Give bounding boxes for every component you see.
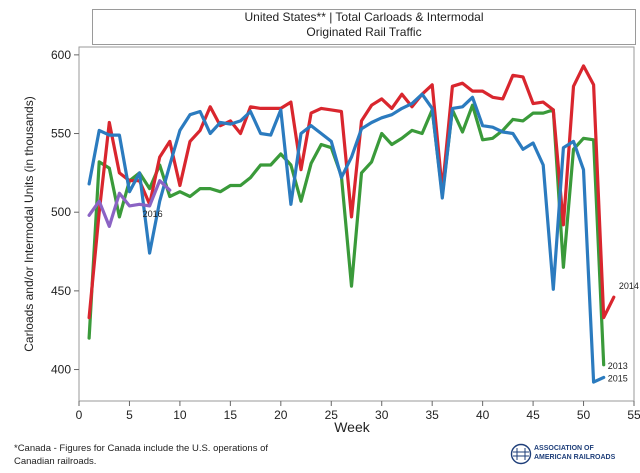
chart-subtitle: Originated Rail Traffic: [306, 25, 422, 39]
x-tick-label: 5: [126, 408, 133, 422]
x-tick-label: 55: [627, 408, 640, 422]
chart-title-box: United States** | Total Carloads & Inter…: [92, 9, 636, 45]
axes: 0 5 10 15 20 25 30 35 40 45 50 55 400 450 500 550 600: [51, 48, 640, 422]
aar-logo: ASSOCIATION OF AMERICAN RAILROADS: [510, 443, 630, 467]
series-line-2014: [87, 64, 616, 320]
y-tick-label: 400: [51, 363, 71, 377]
series-group: [87, 64, 616, 384]
footnote: *Canada - Figures for Canada include the…: [14, 442, 268, 468]
y-axis-title: Carloads and/or Intermodal Units (in tho…: [22, 96, 36, 351]
series-line-2013: [87, 103, 606, 367]
x-tick-label: 30: [375, 408, 389, 422]
x-tick-label: 40: [476, 408, 490, 422]
x-tick-label: 35: [426, 408, 440, 422]
logo-line-1: ASSOCIATION OF: [534, 445, 594, 452]
x-tick-label: 20: [274, 408, 288, 422]
x-tick-label: 15: [224, 408, 238, 422]
footnote-line-2: Canadian railroads.: [14, 456, 97, 467]
series-label-2015: 2015: [608, 373, 628, 383]
y-tick-label: 450: [51, 284, 71, 298]
x-tick-label: 50: [577, 408, 591, 422]
x-tick-label: 0: [76, 408, 83, 422]
x-tick-label: 45: [526, 408, 540, 422]
footnote-line-1: *Canada - Figures for Canada include the…: [14, 443, 269, 454]
series-label-2014: 2014: [619, 281, 639, 291]
y-tick-label: 600: [51, 48, 71, 62]
y-tick-label: 500: [51, 205, 71, 219]
x-axis-title: Week: [334, 419, 371, 435]
x-tick-label: 10: [173, 408, 187, 422]
series-line-2016: [87, 179, 172, 228]
series-label-2013: 2013: [608, 361, 628, 371]
x-tick-label: 25: [325, 408, 339, 422]
series-line-2015: [87, 92, 606, 384]
railroad-globe-icon: [510, 443, 532, 465]
logo-text: ASSOCIATION OF AMERICAN RAILROADS: [534, 445, 615, 462]
chart-title: United States** | Total Carloads & Inter…: [244, 10, 484, 24]
logo-line-2: AMERICAN RAILROADS: [534, 453, 616, 461]
series-label-2016: 2016: [143, 209, 163, 219]
series-labels: 2013 2014 2015 2016: [143, 209, 639, 383]
y-tick-label: 550: [51, 127, 71, 141]
